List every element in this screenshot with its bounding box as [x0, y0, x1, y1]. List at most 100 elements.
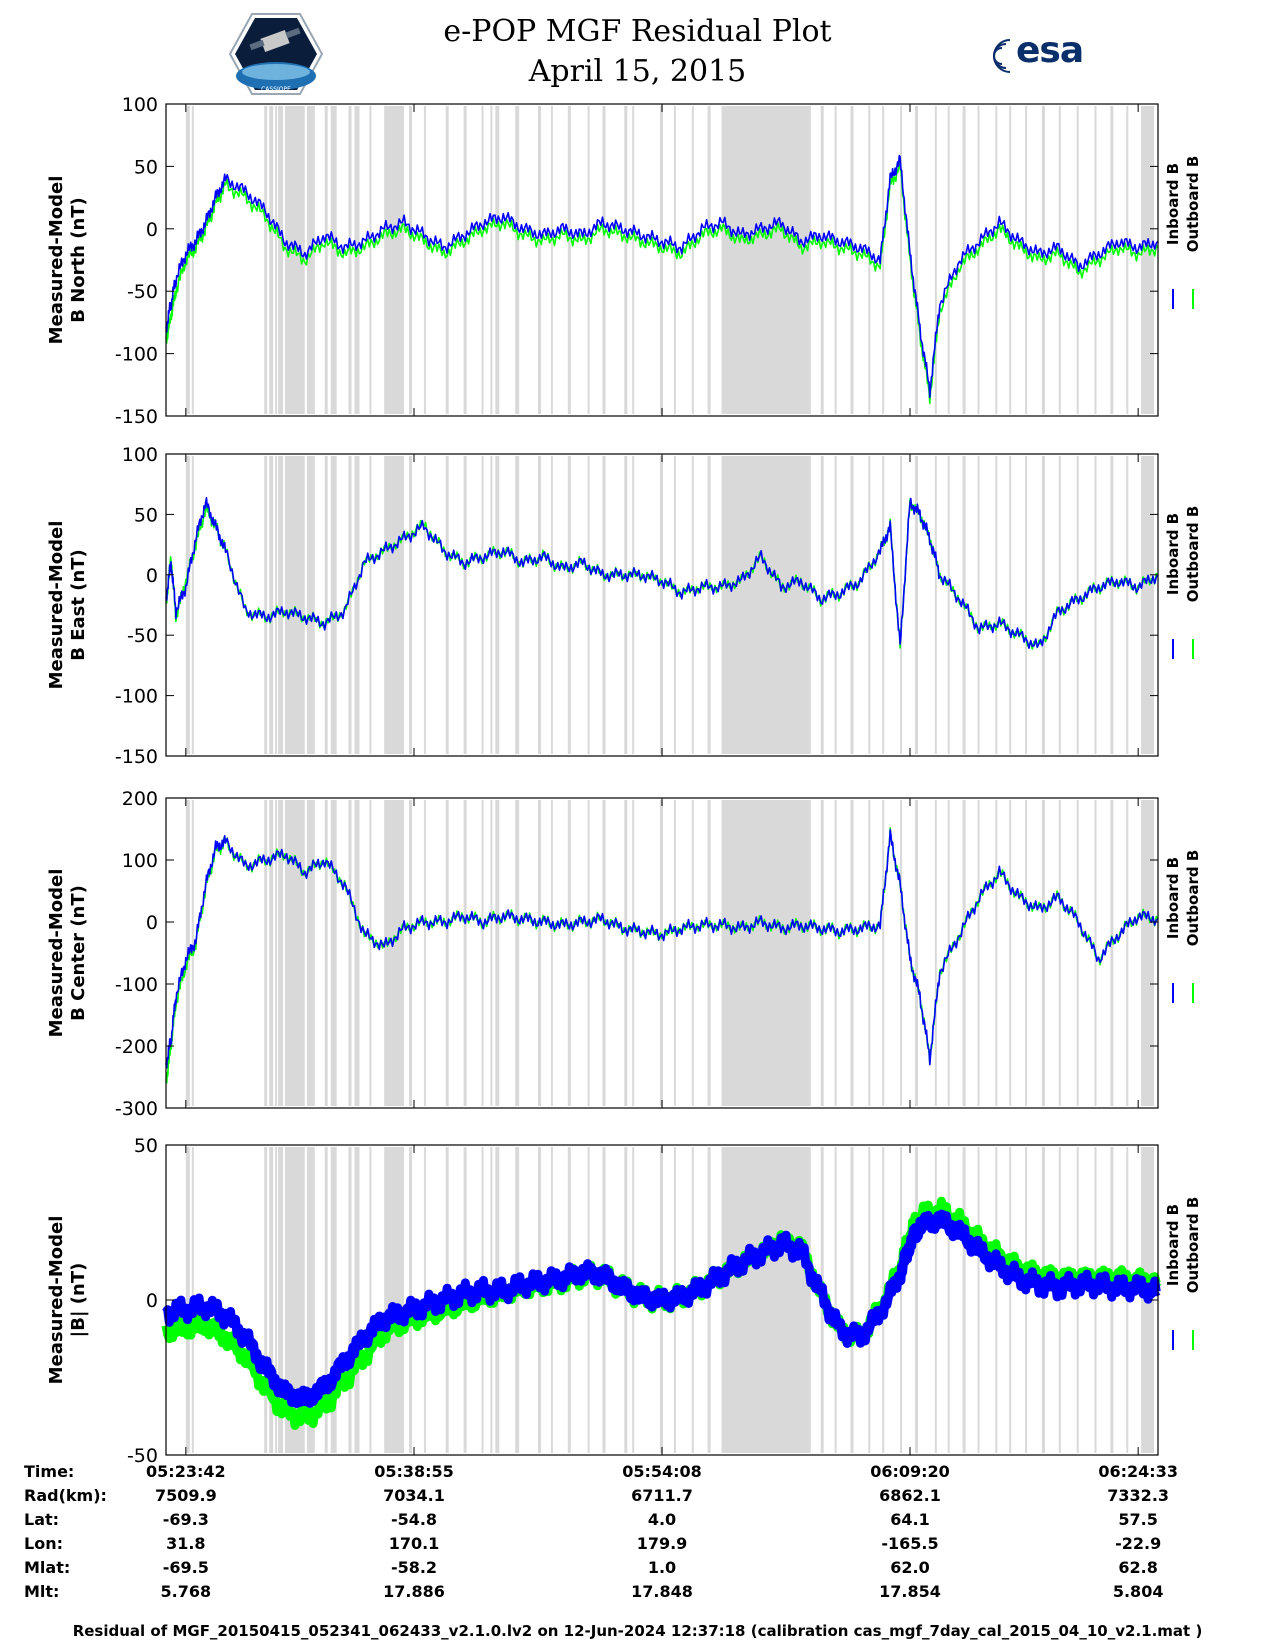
legend-outboard: Outboard B — [1184, 1197, 1202, 1294]
y-tick-label: 100 — [122, 94, 158, 116]
shading-band — [278, 456, 284, 754]
info-value: 7034.1 — [383, 1486, 445, 1505]
shading-band — [369, 1147, 372, 1453]
shading-band — [330, 800, 337, 1106]
shading-band — [587, 800, 590, 1106]
shading-band — [1094, 1147, 1097, 1453]
shading-band — [550, 106, 553, 414]
shading-band — [264, 800, 268, 1106]
shading-band — [538, 106, 541, 414]
shading-band — [481, 106, 484, 414]
info-value: -69.5 — [162, 1558, 209, 1577]
shading-band — [1058, 106, 1061, 414]
shading-band — [463, 800, 467, 1106]
info-value: 5.804 — [1112, 1582, 1164, 1601]
shading-band — [369, 456, 372, 754]
info-label: Mlt: — [24, 1582, 60, 1601]
shading-band — [306, 106, 315, 414]
shading-band — [550, 800, 553, 1106]
shading-band — [915, 800, 918, 1106]
shading-band — [538, 456, 541, 754]
shading-band — [275, 800, 278, 1106]
info-value: 64.1 — [890, 1510, 930, 1529]
info-value: -54.8 — [390, 1510, 438, 1529]
shading-band — [820, 106, 824, 414]
info-value: 6711.7 — [631, 1486, 693, 1505]
shading-band — [1141, 456, 1154, 754]
shading-band — [1076, 456, 1079, 754]
shading-band — [1025, 456, 1028, 754]
esa-logo-icon — [993, 39, 1011, 73]
y-tick-label: 50 — [134, 1135, 158, 1157]
info-row: Mlt: 5.768 17.886 17.848 17.854 5.804 — [0, 1582, 1275, 1606]
y-tick-label: 50 — [134, 156, 158, 178]
shading-band — [275, 1147, 278, 1453]
info-label: Rad(km): — [24, 1486, 107, 1505]
shading-band — [1076, 106, 1079, 414]
legend-outboard: Outboard B — [1184, 506, 1202, 603]
shading-band — [977, 456, 980, 754]
shading-band — [481, 456, 484, 754]
legend-inboard: Inboard B — [1164, 857, 1182, 939]
shading-band — [721, 800, 811, 1106]
shading-band — [707, 1147, 711, 1453]
y-tick-label: 0 — [146, 912, 158, 934]
y-tick-label: 0 — [146, 565, 158, 587]
shading-band — [515, 106, 520, 414]
y-tick-label: 50 — [134, 504, 158, 526]
y-axis-label: Measured-Model — [46, 869, 67, 1038]
shading-band — [1126, 800, 1129, 1106]
y-tick-label: 100 — [122, 444, 158, 466]
y-tick-label: 200 — [122, 788, 158, 810]
info-value: 179.9 — [636, 1534, 688, 1553]
shading-band — [947, 106, 950, 414]
footer-note: Residual of MGF_20150415_052341_062433_v… — [72, 1622, 1203, 1640]
legend-inboard: Inboard B — [1164, 1204, 1182, 1286]
shading-band — [834, 456, 837, 754]
info-value: 31.8 — [166, 1534, 206, 1553]
shading-band — [624, 456, 628, 754]
shading-band — [660, 106, 663, 414]
shading-band — [660, 800, 663, 1106]
info-label: Lat: — [24, 1510, 60, 1529]
shading-band — [850, 106, 854, 414]
shading-band — [947, 1147, 950, 1453]
panel-north: 100 50 0 -50 -100 -150 Measured-Model B North (… — [46, 94, 1202, 428]
shading-band — [900, 106, 903, 414]
shading-band — [515, 456, 520, 754]
shading-band — [490, 106, 493, 414]
shading-band — [330, 456, 337, 754]
shading-band — [306, 800, 315, 1106]
shading-band — [490, 800, 493, 1106]
plot-title: e-POP MGF Residual Plot — [443, 14, 832, 49]
shading-band — [1009, 106, 1012, 414]
shading-band — [384, 800, 404, 1106]
shading-band — [490, 456, 493, 754]
shading-band — [1058, 456, 1061, 754]
shading-band — [463, 106, 467, 414]
shading-band — [1025, 106, 1028, 414]
orbit-info-table: Time: 05:23:42 05:38:55 05:54:08 06:09:20 06:… — [0, 1462, 1275, 1622]
info-row: Rad(km): 7509.9 7034.1 6711.7 6862.1 7332.3 — [0, 1486, 1275, 1510]
shading-band — [445, 106, 449, 414]
shading-band — [915, 456, 918, 754]
shading-band — [850, 1147, 854, 1453]
shading-band — [995, 800, 998, 1106]
shading-band — [1126, 456, 1129, 754]
shading-band — [495, 106, 500, 414]
info-label: Mlat: — [24, 1558, 71, 1577]
info-value: 06:24:33 — [1098, 1462, 1178, 1481]
shading-band — [481, 800, 484, 1106]
shading-band — [632, 456, 635, 754]
series-line-inboard — [165, 496, 1159, 650]
info-value: -58.2 — [390, 1558, 438, 1577]
shading-band — [369, 800, 372, 1106]
shading-band — [820, 800, 824, 1106]
info-value: 06:09:20 — [870, 1462, 950, 1481]
shading-band — [191, 106, 194, 414]
shading-band — [191, 456, 194, 754]
shading-band — [264, 456, 268, 754]
shading-band — [868, 1147, 871, 1453]
y-axis-label: B East (nT) — [68, 549, 89, 661]
